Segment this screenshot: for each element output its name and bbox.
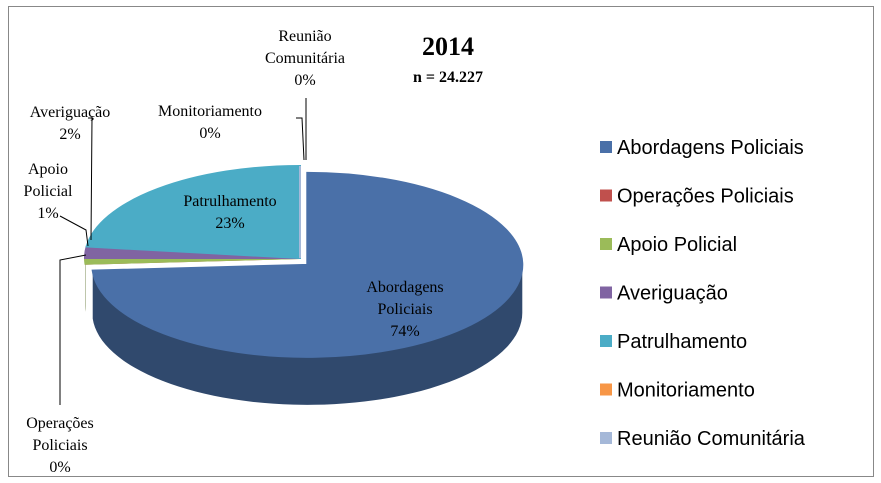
legend-swatch — [600, 432, 612, 444]
data-label-value: 74% — [390, 323, 420, 340]
leader-line — [296, 117, 305, 161]
legend-label: Monitoriamento — [617, 380, 755, 402]
data-label-value: 2% — [59, 126, 81, 143]
chart-title: 2014 — [422, 32, 474, 61]
data-label-name: Averiguação — [29, 104, 111, 121]
data-label-name: Abordagens Policiais — [366, 279, 444, 318]
leader-line — [59, 254, 87, 405]
data-label: Abordagens Policiais 74% — [345, 277, 465, 343]
data-label: Operações Policiais 0% — [10, 413, 110, 479]
legend-swatch — [600, 383, 612, 396]
data-label: Monitoriamento 0% — [140, 101, 280, 145]
data-label-value: 1% — [37, 205, 59, 222]
legend: Abordagens Policiais Operações Policiais A… — [600, 137, 806, 450]
data-label-value: 0% — [294, 72, 316, 89]
slice — [91, 171, 524, 358]
leader-line — [88, 117, 93, 241]
data-label: Apoio Policial 1% — [5, 159, 91, 225]
legend-label: Abordagens Policiais — [617, 137, 804, 159]
data-label-name: Operações Policiais — [26, 415, 94, 454]
data-label: Averiguação 2% — [10, 102, 130, 146]
legend-swatch — [600, 335, 612, 347]
legend-swatch — [600, 238, 612, 250]
pie — [83, 164, 524, 405]
data-label: Patrulhamento 23% — [160, 191, 300, 235]
slice — [85, 164, 301, 260]
legend-swatch — [600, 189, 612, 202]
data-label-name: Patrulhamento — [183, 193, 277, 210]
data-label-name: Monitoriamento — [158, 103, 262, 120]
leader-line — [59, 215, 89, 247]
data-label-value: 0% — [199, 125, 221, 142]
legend-label: Operações Policiais — [617, 186, 794, 208]
slice-side — [92, 264, 523, 405]
leader-lines — [59, 98, 307, 405]
data-label-value: 23% — [215, 215, 245, 232]
legend-label: Reunião Comunitária — [617, 428, 806, 450]
legend-swatch — [600, 286, 612, 299]
legend-label: Apoio Policial — [617, 234, 737, 256]
legend-label: Patrulhamento — [617, 331, 747, 353]
data-label: Reunião Comunitária 0% — [240, 26, 370, 92]
legend-label: Averiguação — [617, 283, 728, 305]
data-label-value: 0% — [49, 459, 71, 476]
legend-swatch — [600, 141, 612, 153]
chart-subtitle: n = 24.227 — [413, 69, 483, 86]
data-label-name: Reunião Comunitária — [265, 28, 345, 67]
data-label-name: Apoio Policial — [23, 161, 73, 200]
